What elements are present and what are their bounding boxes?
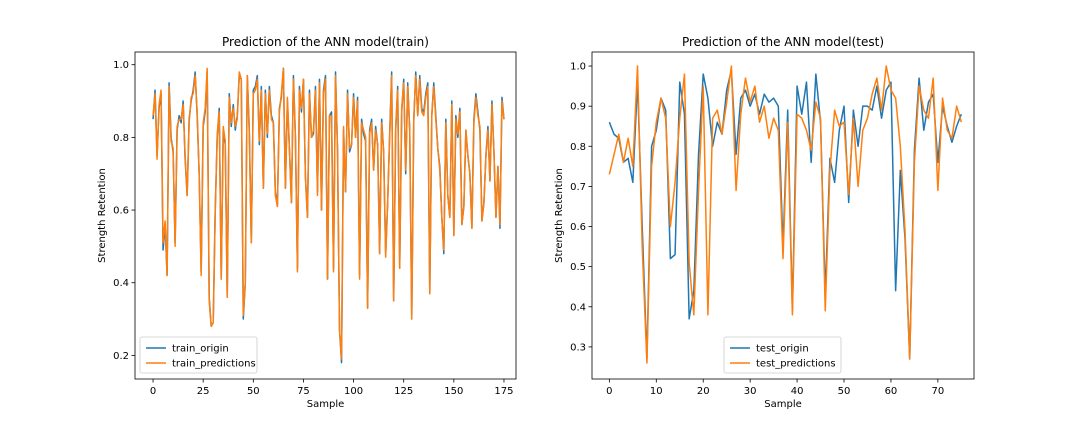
legend-label-train_predictions: train_predictions: [172, 359, 256, 370]
x-tick-label: 40: [791, 386, 804, 397]
legend: train_origin train_predictions: [139, 336, 258, 374]
x-tick-label: 25: [197, 386, 210, 397]
y-tick-label: 0.4: [113, 278, 129, 289]
plot-frame: [134, 51, 517, 380]
chart-title: Prediction of the ANN model(test): [682, 35, 884, 49]
chart-0: 0 25 50 75 100 125 150 175 0.2 0.4 0.6 0.8 1.0 Predic…: [97, 35, 517, 410]
x-tick-label: 100: [344, 386, 363, 397]
x-tick-label: 125: [394, 386, 413, 397]
legend-label-train_origin: train_origin: [172, 344, 229, 355]
legend-label-test_origin: test_origin: [756, 344, 809, 355]
x-axis-label: Sample: [764, 399, 802, 410]
x-tick-label: 10: [650, 386, 663, 397]
chart-title: Prediction of the ANN model(train): [222, 35, 429, 49]
x-axis-label: Sample: [307, 399, 345, 410]
y-tick-label: 0.6: [570, 222, 586, 233]
chart-1: 0 10 20 30 40 50 60 70 0.3 0.4 0.5 0.6 0.7 0.8 0.9 1.0 P…: [554, 35, 975, 410]
y-tick-label: 0.4: [570, 302, 586, 313]
y-tick-label: 0.3: [570, 342, 586, 353]
y-axis-label: Strength Retention: [554, 168, 565, 263]
legend-box: [723, 336, 842, 374]
x-tick-label: 30: [744, 386, 757, 397]
x-tick-label: 175: [494, 386, 513, 397]
y-tick-label: 0.9: [570, 102, 586, 113]
legend-box: [139, 336, 258, 374]
x-tick-label: 50: [838, 386, 851, 397]
y-tick-label: 0.7: [570, 182, 586, 193]
x-tick-label: 75: [297, 386, 310, 397]
x-tick-label: 20: [697, 386, 710, 397]
y-tick-label: 1.0: [570, 62, 586, 73]
plot-frame: [591, 51, 975, 380]
y-tick-label: 0.5: [570, 262, 586, 273]
y-tick-label: 1.0: [113, 60, 129, 71]
x-tick-label: 0: [150, 386, 156, 397]
x-tick-label: 50: [247, 386, 260, 397]
y-tick-label: 0.8: [113, 133, 129, 144]
x-tick-label: 150: [444, 386, 463, 397]
y-tick-label: 0.2: [113, 351, 129, 362]
x-tick-label: 70: [931, 386, 944, 397]
y-axis-label: Strength Retention: [97, 168, 108, 263]
x-tick-label: 60: [885, 386, 898, 397]
series-line-train_predictions: [152, 67, 505, 360]
legend-label-test_predictions: test_predictions: [756, 359, 836, 370]
y-tick-label: 0.6: [113, 206, 129, 217]
legend: test_origin test_predictions: [723, 336, 842, 374]
x-tick-label: 0: [606, 386, 612, 397]
y-tick-label: 0.8: [570, 142, 586, 153]
series-line-test_predictions: [608, 65, 963, 364]
